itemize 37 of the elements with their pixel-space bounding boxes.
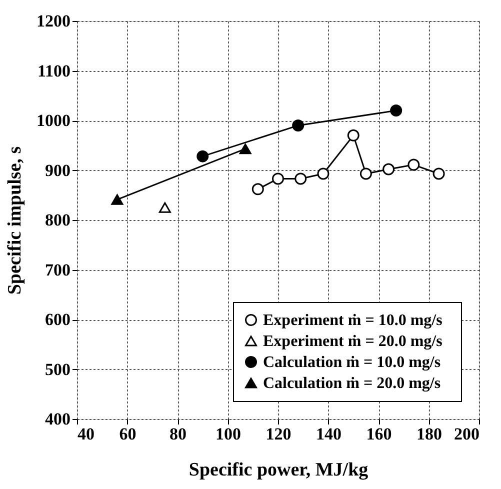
legend-label: Experiment ṁ = 20.0 mg/s <box>263 333 442 350</box>
x-tick-label: 40 <box>78 424 94 444</box>
point <box>317 168 330 180</box>
point <box>360 168 372 180</box>
x-tick-label: 180 <box>416 424 442 444</box>
point <box>272 172 284 185</box>
legend-label: Calculation ṁ = 20.0 mg/s <box>263 375 441 392</box>
legend-label: Calculation ṁ = 10.0 mg/s <box>263 354 441 371</box>
x-tick-label: 100 <box>216 424 241 444</box>
point <box>390 104 402 117</box>
y-tick-label: 800 <box>45 210 70 230</box>
y-tick-label: 700 <box>45 260 70 280</box>
y-tick-label: 500 <box>45 360 70 379</box>
x-tick-label: 200 <box>454 424 480 444</box>
point <box>408 158 420 171</box>
y-tick-label: 1200 <box>36 12 70 30</box>
x-tick-label: 120 <box>266 424 292 444</box>
legend-label: Experiment ṁ = 10.0 mg/s <box>263 312 442 329</box>
point <box>382 163 395 176</box>
x-tick-label: 140 <box>316 424 342 444</box>
y-tick-label: 1100 <box>37 61 70 80</box>
y-axis-title: Specific impulse, s <box>4 146 26 295</box>
point <box>252 183 264 196</box>
point <box>292 119 304 132</box>
x-tick-label: 60 <box>119 424 136 444</box>
point <box>294 172 307 185</box>
x-axis-title: Specific power, MJ/kg <box>188 460 369 480</box>
y-tick-label: 900 <box>45 160 70 180</box>
y-tick-label: 1000 <box>36 111 70 130</box>
point <box>196 150 209 162</box>
x-tick-label: 160 <box>366 424 392 444</box>
point <box>347 129 360 142</box>
point <box>432 168 445 180</box>
x-tick-label: 80 <box>170 424 186 444</box>
y-tick-label: 600 <box>45 310 70 329</box>
point <box>158 202 171 213</box>
y-tick-label: 400 <box>45 410 70 428</box>
